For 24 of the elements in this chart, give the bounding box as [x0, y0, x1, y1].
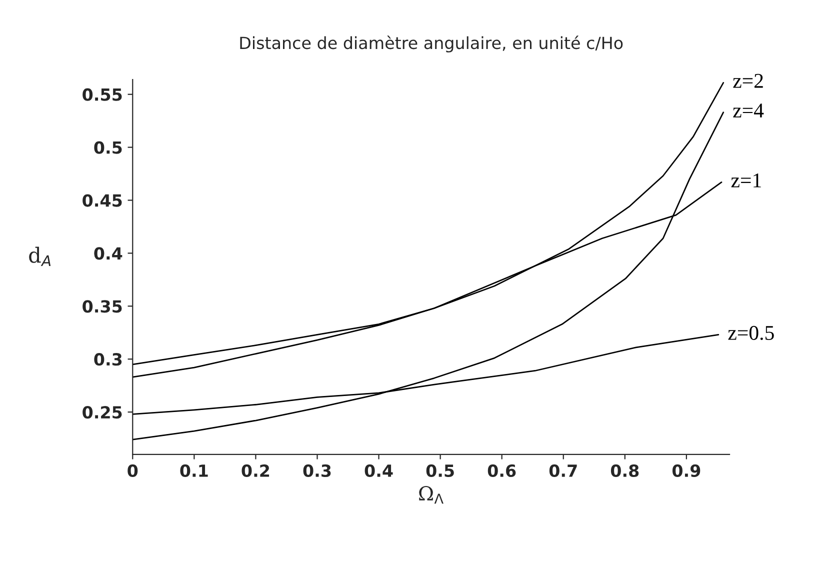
series-label: z=1	[731, 174, 761, 188]
x-tick-label: 0.5	[426, 464, 454, 478]
x-tick-label: 0.2	[242, 464, 270, 478]
y-tick-label: 0.3	[94, 353, 122, 366]
y-tick-label: 0.35	[82, 300, 122, 313]
series-label: z=2	[733, 74, 763, 88]
y-tick-label: 0.45	[82, 194, 122, 207]
x-tick-label: 0.6	[488, 464, 516, 478]
x-tick-label: 0	[128, 464, 138, 478]
series-label: z=4	[733, 104, 764, 118]
x-tick-label: 0.7	[549, 464, 577, 478]
chart-title: Distance de diamètre angulaire, en unité c/Ho	[240, 36, 623, 52]
x-tick-label: 0.8	[610, 464, 639, 478]
x-axis-title: Ω$_{Λ}$	[419, 486, 444, 504]
y-tick-label: 0.5	[94, 141, 122, 154]
y-tick-label: 0.55	[82, 88, 122, 101]
x-tick-label: 0.4	[364, 464, 393, 478]
y-tick-label: 0.4	[94, 247, 122, 260]
x-tick-label: 0.9	[672, 464, 700, 478]
y-tick-label: 0.25	[82, 406, 122, 419]
y-axis-title: d$_{A}$	[29, 246, 51, 266]
x-tick-label: 0.1	[180, 464, 208, 478]
series-label: z=0.5	[728, 326, 774, 340]
x-tick-label: 0.3	[303, 464, 331, 478]
